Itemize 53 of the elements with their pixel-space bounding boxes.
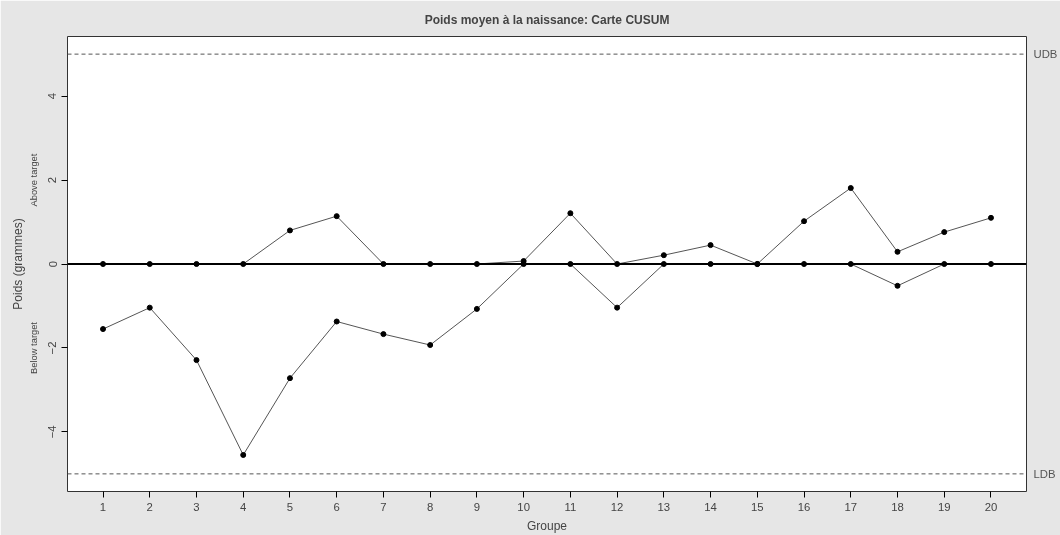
x-tick-label: 6 (333, 500, 340, 513)
chart-title: Poids moyen à la naissance: Carte CUSUM (424, 12, 670, 27)
point (427, 342, 434, 349)
y-tick-label: −2 (46, 341, 59, 355)
x-tick-label: 17 (844, 500, 858, 513)
x-tick-label: 16 (797, 500, 811, 513)
x-tick-label: 7 (380, 500, 387, 513)
point (660, 252, 667, 259)
ref-line-label: UDB (1033, 48, 1058, 61)
x-tick-label: 2 (146, 500, 153, 513)
point (193, 357, 200, 364)
x-tick-label: 12 (610, 500, 624, 513)
point (333, 213, 340, 220)
x-tick-label: 4 (240, 500, 247, 513)
text: Above target (29, 153, 40, 207)
point (894, 282, 901, 289)
point (286, 375, 293, 382)
x-tick-label: 10 (517, 500, 530, 513)
y-tick-label: 2 (46, 176, 59, 184)
point (146, 304, 153, 311)
x-tick-label: 3 (193, 500, 200, 513)
x-tick-label: 5 (286, 500, 294, 513)
x-tick-label: 19 (937, 500, 951, 513)
x-axis-title: Groupe (526, 518, 568, 533)
point (333, 318, 340, 325)
x-tick-label: 11 (564, 500, 577, 513)
point (987, 214, 994, 221)
point (240, 451, 247, 458)
text: Below target (29, 321, 40, 374)
point (707, 242, 714, 249)
x-tick-label: 18 (891, 500, 904, 513)
x-tick-label: 14 (704, 500, 717, 513)
y-tick-label: 4 (46, 92, 59, 100)
point (847, 185, 854, 192)
y-axis-title: Poids (grammes) (10, 218, 25, 310)
x-tick-label: 9 (473, 500, 481, 513)
x-tick-label: 20 (984, 500, 998, 513)
point (941, 229, 948, 236)
point (614, 304, 621, 311)
x-tick-label: 8 (427, 500, 434, 513)
point (380, 331, 387, 338)
ref-line-label: LDB (1033, 467, 1056, 480)
x-tick-label: 1 (99, 500, 107, 513)
y-tick-label: 0 (46, 260, 59, 268)
x-tick-label: 15 (751, 500, 764, 513)
point (894, 248, 901, 255)
point (286, 227, 293, 234)
point (567, 210, 574, 217)
point (100, 326, 107, 333)
x-tick-label: 13 (657, 500, 671, 513)
y-tick-label: −4 (46, 425, 59, 439)
point (473, 305, 480, 312)
point (801, 218, 808, 225)
